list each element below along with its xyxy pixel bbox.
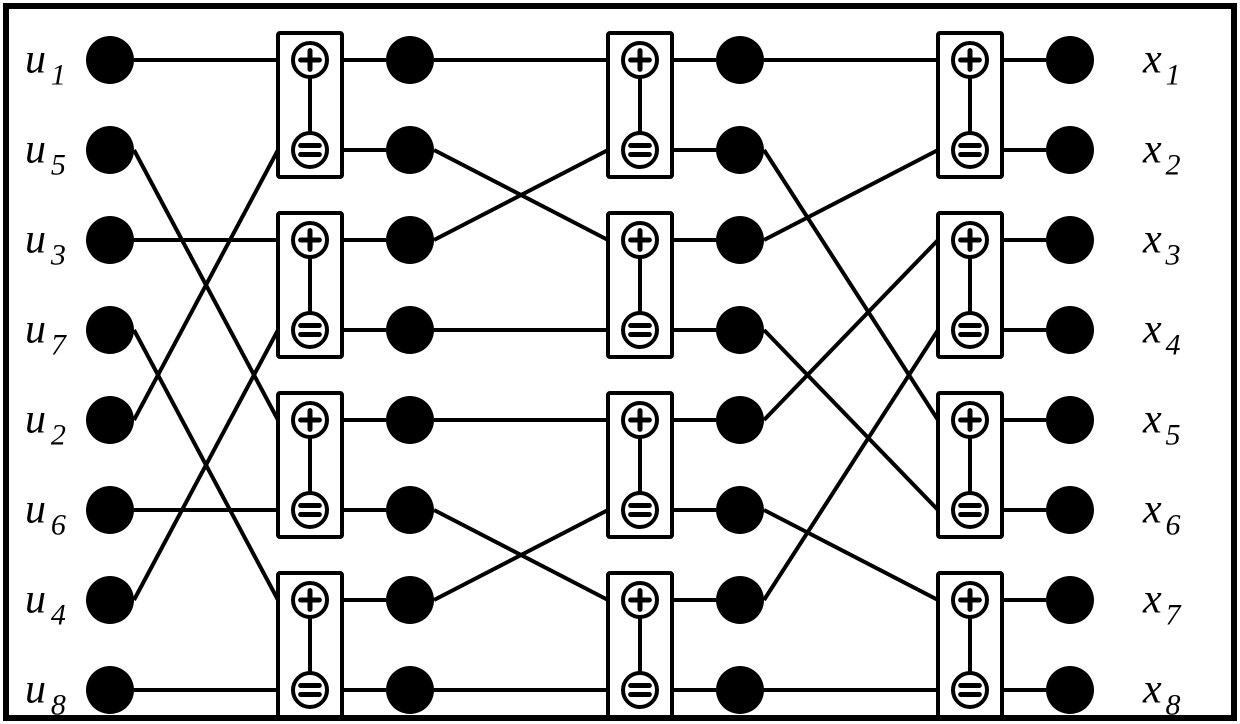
node-out-1 [1046,126,1094,174]
node-out-3 [1046,306,1094,354]
node-mid2-7 [716,666,764,714]
node-out-7 [1046,666,1094,714]
node-out-4 [1046,396,1094,444]
node-in-7 [86,666,134,714]
wire-s2-s3-4 [764,240,938,420]
op-boxes-layer [278,33,1002,717]
wire-s2-s3-1 [764,150,938,420]
node-out-6 [1046,576,1094,624]
polar-code-butterfly-diagram: u1 x1 u5 x2 u3 x3 u7 x4 u2 x5 u6 x6 u4 x7 u8 x8 [0,0,1240,724]
node-mid1-2 [386,216,434,264]
label-in-u_1: u1 [25,37,66,92]
op-box-s1-b2-equals-icon [293,313,327,347]
wire-s2-s3-6 [764,330,938,600]
node-mid2-2 [716,216,764,264]
label-out-x_4: x4 [1142,307,1181,362]
label-out-x_3: x3 [1142,217,1181,272]
node-in-0 [86,36,134,84]
label-in-u_4: u4 [25,577,66,632]
label-out-x_1: x1 [1142,37,1181,92]
wire-s2-s3-2 [764,150,938,240]
node-out-2 [1046,216,1094,264]
node-in-5 [86,486,134,534]
wires-layer [134,60,1046,690]
label-in-u_8: u8 [25,667,66,722]
op-box-s3-b3-equals-icon [953,493,987,527]
label-out-x_8: x8 [1142,667,1181,722]
label-out-x_7: x7 [1142,577,1183,632]
label-in-u_2: u2 [25,397,66,452]
node-mid1-3 [386,306,434,354]
node-mid1-4 [386,396,434,444]
label-out-x_2: x2 [1142,127,1181,182]
op-box-s2-b4-equals-icon [623,673,657,707]
node-mid2-5 [716,486,764,534]
op-box-s1-b3-equals-icon [293,493,327,527]
node-mid2-4 [716,396,764,444]
op-box-s3-b2-equals-icon [953,313,987,347]
node-mid1-0 [386,36,434,84]
wire-s2-s3-5 [764,510,938,600]
label-out-x_6: x6 [1142,487,1181,542]
op-box-s3-b4-equals-icon [953,673,987,707]
op-box-s1-b4-equals-icon [293,673,327,707]
label-in-u_3: u3 [25,217,66,272]
op-box-s3-b1-equals-icon [953,133,987,167]
labels-layer: u1 x1 u5 x2 u3 x3 u7 x4 u2 x5 u6 x6 u4 x7 u8 x8 [25,37,1183,722]
op-box-s2-b2-equals-icon [623,313,657,347]
node-in-2 [86,216,134,264]
node-mid1-7 [386,666,434,714]
wire-s2-s3-3 [764,330,938,510]
node-mid2-3 [716,306,764,354]
node-in-3 [86,306,134,354]
op-box-s2-b1-equals-icon [623,133,657,167]
node-mid1-1 [386,126,434,174]
node-mid1-6 [386,576,434,624]
node-in-6 [86,576,134,624]
node-mid2-1 [716,126,764,174]
node-mid2-6 [716,576,764,624]
node-mid2-0 [716,36,764,84]
node-in-1 [86,126,134,174]
label-in-u_7: u7 [25,307,68,362]
label-in-u_6: u6 [25,487,66,542]
node-mid1-5 [386,486,434,534]
label-out-x_5: x5 [1142,397,1181,452]
op-box-s1-b1-equals-icon [293,133,327,167]
node-out-5 [1046,486,1094,534]
node-in-4 [86,396,134,444]
label-in-u_5: u5 [25,127,66,182]
node-out-0 [1046,36,1094,84]
op-box-s2-b3-equals-icon [623,493,657,527]
